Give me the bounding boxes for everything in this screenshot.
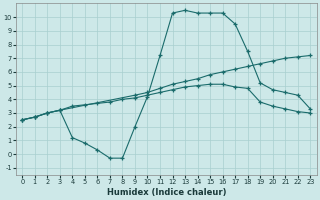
X-axis label: Humidex (Indice chaleur): Humidex (Indice chaleur)	[107, 188, 226, 197]
